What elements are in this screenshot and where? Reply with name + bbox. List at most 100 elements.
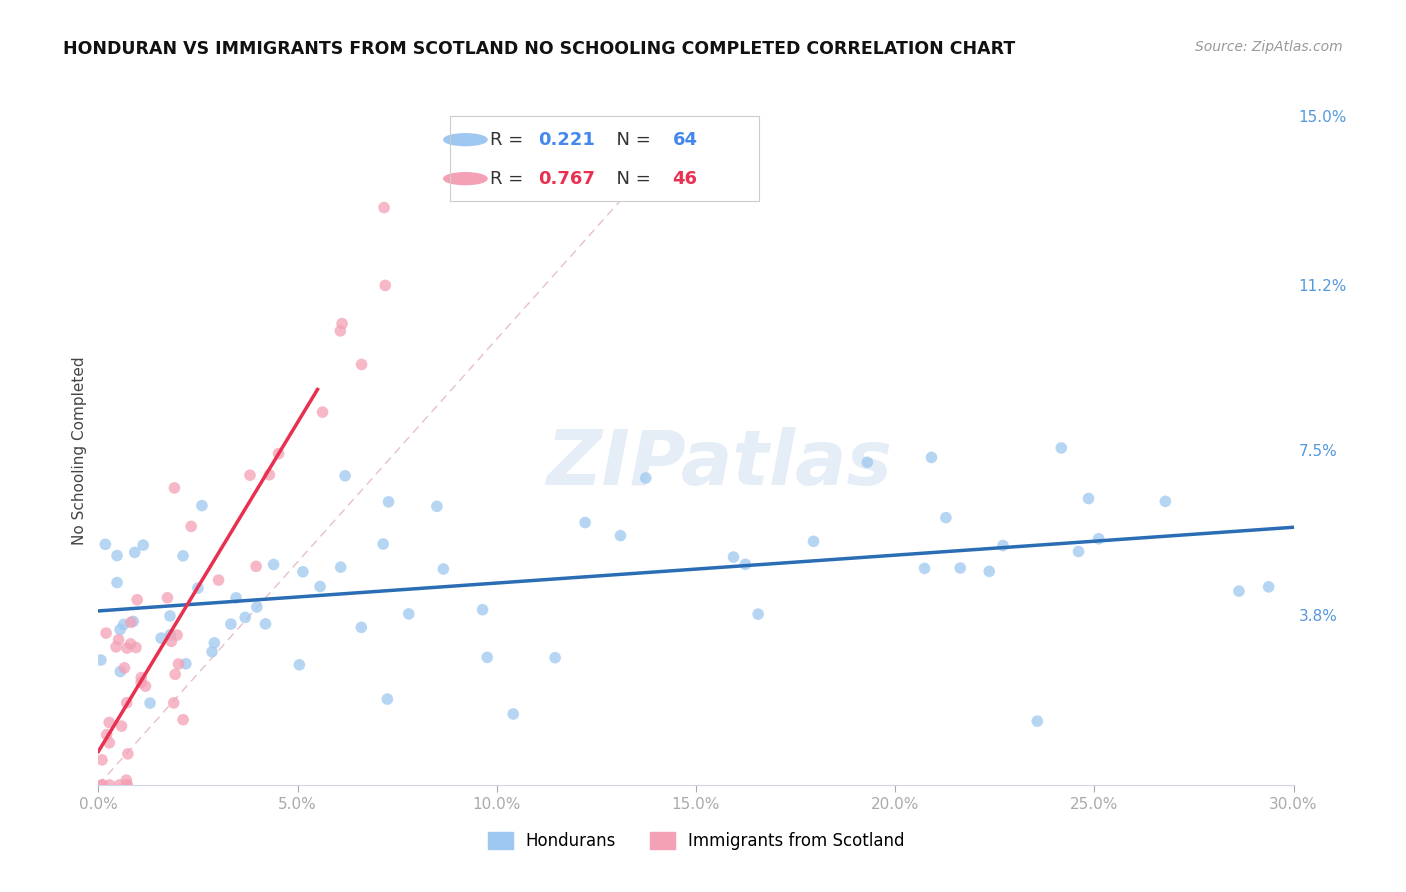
Point bbox=[311, 405, 333, 419]
Point bbox=[239, 468, 262, 483]
Point bbox=[1077, 491, 1099, 506]
Point bbox=[165, 667, 187, 681]
Point bbox=[734, 558, 756, 572]
Point bbox=[115, 773, 138, 788]
Point bbox=[219, 617, 242, 632]
Point bbox=[94, 626, 117, 640]
Point bbox=[979, 565, 1001, 579]
Point bbox=[202, 636, 225, 650]
Point bbox=[117, 747, 139, 761]
Text: 0.767: 0.767 bbox=[538, 169, 595, 187]
Point bbox=[398, 607, 420, 621]
Point bbox=[259, 467, 281, 482]
Point bbox=[991, 539, 1014, 553]
Circle shape bbox=[444, 134, 486, 145]
Text: ZIPatlas: ZIPatlas bbox=[547, 427, 893, 500]
Point bbox=[634, 471, 657, 485]
Point bbox=[120, 637, 142, 651]
Point bbox=[110, 665, 132, 679]
Point bbox=[187, 581, 209, 595]
Point bbox=[159, 609, 181, 624]
Point bbox=[98, 778, 121, 792]
Point bbox=[163, 481, 186, 495]
Point bbox=[150, 631, 173, 645]
Text: R =: R = bbox=[491, 169, 529, 187]
Point bbox=[90, 778, 112, 792]
Point bbox=[1067, 544, 1090, 558]
Point bbox=[949, 561, 972, 575]
Point bbox=[609, 528, 631, 542]
Point bbox=[166, 628, 188, 642]
Point bbox=[172, 549, 194, 563]
Point bbox=[115, 641, 138, 656]
Point bbox=[108, 623, 131, 637]
Point bbox=[105, 549, 128, 563]
Point bbox=[90, 653, 112, 667]
Point bbox=[471, 603, 494, 617]
Point bbox=[120, 615, 142, 630]
Point bbox=[156, 591, 179, 605]
Point bbox=[803, 534, 825, 549]
Point bbox=[723, 549, 745, 564]
Point bbox=[574, 516, 596, 530]
Circle shape bbox=[444, 173, 486, 185]
Point bbox=[747, 607, 769, 621]
Point bbox=[432, 562, 454, 576]
Point bbox=[129, 671, 152, 685]
Text: Source: ZipAtlas.com: Source: ZipAtlas.com bbox=[1195, 40, 1343, 54]
Point bbox=[291, 565, 314, 579]
Point bbox=[330, 317, 353, 331]
Point bbox=[1257, 580, 1279, 594]
Point bbox=[1227, 584, 1250, 599]
Point bbox=[191, 499, 214, 513]
Legend: Hondurans, Immigrants from Scotland: Hondurans, Immigrants from Scotland bbox=[488, 832, 904, 850]
Point bbox=[115, 696, 138, 710]
Point bbox=[263, 558, 285, 572]
Point bbox=[288, 657, 311, 672]
Point bbox=[254, 616, 277, 631]
Point bbox=[1026, 714, 1049, 728]
Point bbox=[174, 657, 197, 671]
Point bbox=[1154, 494, 1177, 508]
Point bbox=[139, 696, 162, 710]
Point bbox=[134, 679, 156, 693]
Text: N =: N = bbox=[605, 169, 657, 187]
Point bbox=[167, 657, 190, 671]
Point bbox=[98, 736, 121, 750]
Point bbox=[94, 537, 117, 551]
Point bbox=[124, 545, 146, 559]
Text: 46: 46 bbox=[672, 169, 697, 187]
Point bbox=[115, 778, 138, 792]
Point bbox=[91, 778, 114, 792]
Point bbox=[127, 592, 149, 607]
Point bbox=[125, 640, 148, 655]
Point bbox=[914, 561, 936, 575]
Text: 64: 64 bbox=[672, 131, 697, 149]
Text: 0.221: 0.221 bbox=[538, 131, 595, 149]
Point bbox=[91, 753, 114, 767]
Point bbox=[477, 650, 499, 665]
Text: HONDURAN VS IMMIGRANTS FROM SCOTLAND NO SCHOOLING COMPLETED CORRELATION CHART: HONDURAN VS IMMIGRANTS FROM SCOTLAND NO … bbox=[63, 40, 1015, 58]
Point bbox=[375, 692, 398, 706]
Point bbox=[112, 617, 135, 632]
Point bbox=[180, 519, 202, 533]
Point bbox=[160, 634, 183, 648]
Point bbox=[502, 706, 524, 721]
Point bbox=[329, 560, 352, 574]
Point bbox=[935, 510, 957, 524]
Point bbox=[245, 559, 267, 574]
Text: R =: R = bbox=[491, 131, 529, 149]
Point bbox=[207, 573, 229, 587]
Point bbox=[201, 645, 224, 659]
Point bbox=[350, 358, 373, 372]
Point bbox=[114, 661, 136, 675]
Point bbox=[233, 610, 256, 624]
Point bbox=[856, 455, 879, 469]
Point bbox=[426, 500, 449, 514]
Point bbox=[98, 715, 121, 730]
Point bbox=[129, 675, 152, 690]
Point bbox=[309, 580, 332, 594]
Point bbox=[371, 537, 394, 551]
Point bbox=[172, 713, 194, 727]
Point bbox=[225, 591, 247, 605]
